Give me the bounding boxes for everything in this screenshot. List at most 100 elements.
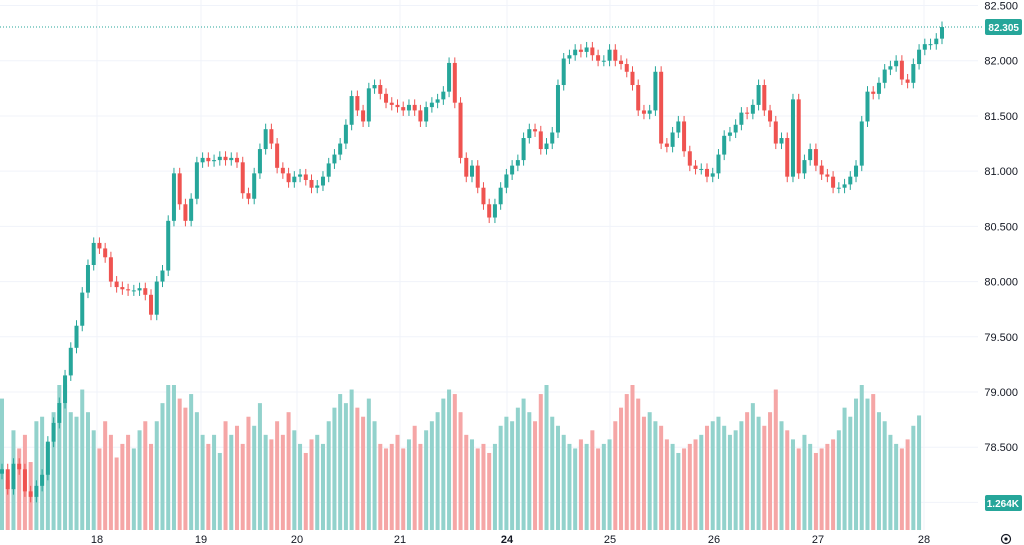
candle bbox=[275, 138, 280, 174]
candle bbox=[498, 182, 503, 210]
volume-bar bbox=[280, 434, 285, 530]
volume-bar bbox=[189, 394, 194, 530]
volume-bar bbox=[412, 425, 417, 530]
volume-bar bbox=[424, 430, 429, 530]
volume-bar bbox=[464, 434, 469, 530]
candle bbox=[326, 157, 331, 183]
volume-bar bbox=[590, 430, 595, 530]
candle bbox=[252, 167, 257, 205]
candle bbox=[120, 281, 125, 295]
candle bbox=[544, 138, 549, 155]
volume-bar bbox=[504, 416, 509, 530]
candle bbox=[229, 152, 234, 166]
volume-bar bbox=[475, 448, 480, 530]
candle bbox=[521, 132, 526, 166]
candle bbox=[630, 66, 635, 91]
volume-bar bbox=[619, 407, 624, 530]
candle bbox=[899, 55, 904, 86]
volume-bar bbox=[229, 434, 234, 530]
volume-bar bbox=[865, 398, 870, 530]
candle bbox=[699, 163, 704, 175]
candle bbox=[905, 73, 910, 89]
volume-bar bbox=[160, 403, 165, 530]
time-axis[interactable]: 18 19 20 21 24 25 26 27 28 bbox=[91, 534, 930, 545]
volume-bar bbox=[395, 434, 400, 530]
volume-bar bbox=[143, 421, 148, 530]
candle bbox=[813, 143, 818, 172]
volume-bar bbox=[177, 398, 182, 530]
candle bbox=[51, 417, 56, 448]
last-volume-tag-box bbox=[985, 495, 1022, 511]
y-tick-label: 80.000 bbox=[984, 277, 1018, 289]
candle bbox=[34, 480, 39, 503]
candle bbox=[40, 469, 45, 492]
candle bbox=[80, 287, 85, 332]
candle bbox=[808, 143, 813, 166]
candle bbox=[653, 66, 658, 116]
volume-bar bbox=[647, 412, 652, 530]
volume-bar bbox=[481, 443, 486, 530]
volume-bar bbox=[722, 425, 727, 530]
volume-bar bbox=[51, 412, 56, 530]
y-tick-label: 79.500 bbox=[984, 332, 1018, 344]
volume-bar bbox=[836, 430, 841, 530]
candle bbox=[590, 41, 595, 61]
volume-bar bbox=[349, 389, 354, 530]
volume-bar bbox=[555, 425, 560, 530]
y-tick-label: 81.000 bbox=[984, 166, 1018, 178]
volume-bar bbox=[303, 452, 308, 530]
volume-bar bbox=[429, 421, 434, 530]
volume-bar bbox=[899, 448, 904, 530]
volume-bar bbox=[34, 421, 39, 530]
candle bbox=[171, 167, 176, 227]
volume-bar bbox=[435, 412, 440, 530]
candle bbox=[126, 283, 131, 296]
volume-bar bbox=[63, 385, 68, 530]
candle bbox=[298, 168, 303, 183]
candle bbox=[647, 104, 652, 120]
volume-bar bbox=[704, 425, 710, 530]
volume-bar bbox=[269, 439, 274, 530]
candle bbox=[836, 182, 841, 194]
candle bbox=[234, 152, 240, 168]
candle bbox=[108, 251, 113, 288]
candle bbox=[17, 458, 22, 475]
volume-bar bbox=[131, 448, 136, 530]
candle bbox=[854, 160, 859, 183]
candle bbox=[848, 171, 853, 190]
candle bbox=[527, 123, 532, 144]
volume-bar bbox=[492, 443, 497, 530]
candle bbox=[240, 156, 245, 199]
candle bbox=[727, 126, 732, 142]
candle bbox=[911, 58, 916, 89]
volume-bar bbox=[240, 443, 245, 530]
candle bbox=[212, 154, 217, 167]
candle bbox=[704, 163, 710, 183]
volume-bar bbox=[378, 443, 383, 530]
last-volume-tag: 1.264K bbox=[985, 495, 1022, 511]
volume-bar bbox=[687, 443, 692, 530]
candle bbox=[515, 154, 520, 172]
volume-bar bbox=[584, 443, 589, 530]
candle bbox=[578, 44, 583, 58]
volume-bar bbox=[802, 434, 807, 530]
candle bbox=[143, 282, 148, 301]
volume-bar bbox=[447, 389, 452, 530]
candle bbox=[687, 145, 692, 172]
candle bbox=[384, 88, 389, 109]
volume-bar bbox=[326, 421, 331, 530]
volume-bar bbox=[756, 416, 761, 530]
volume-bar bbox=[917, 415, 922, 530]
volume-bar bbox=[452, 394, 457, 530]
volume-bar bbox=[309, 439, 314, 530]
last-volume-tag-label: 1.264K bbox=[987, 499, 1020, 510]
volume-bar bbox=[813, 452, 818, 530]
volume-bar bbox=[848, 416, 853, 530]
candle bbox=[745, 107, 750, 120]
gear-icon[interactable] bbox=[1000, 533, 1012, 545]
volume-bar bbox=[716, 416, 721, 530]
candle bbox=[28, 485, 33, 503]
candle bbox=[464, 152, 469, 183]
